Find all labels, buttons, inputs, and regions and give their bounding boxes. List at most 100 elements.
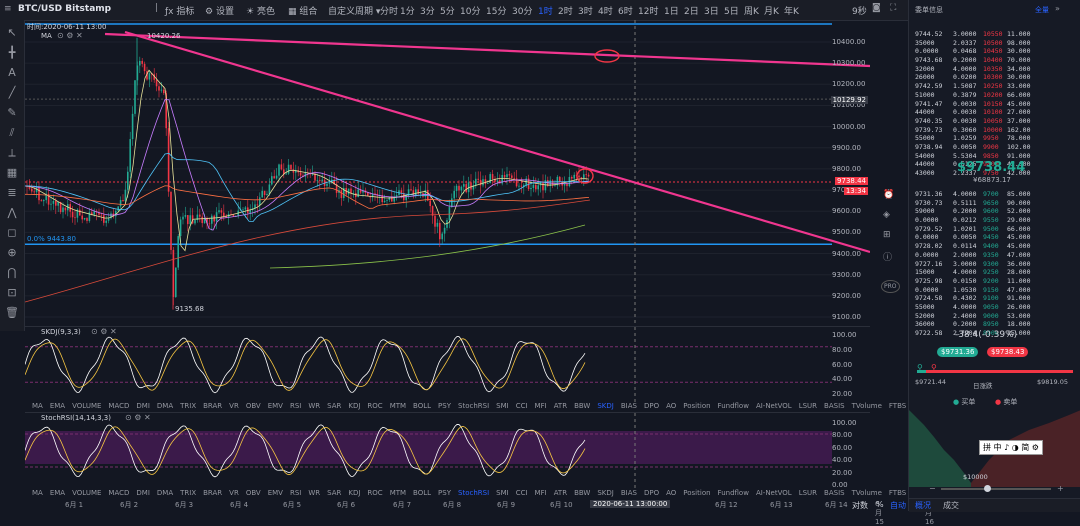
orderbook-row[interactable]: 0.0000 0.0050 9450 45.000: [915, 233, 1037, 242]
indicator-tab[interactable]: BIAS: [620, 402, 637, 410]
indicator-tab[interactable]: DPO: [643, 402, 660, 410]
indicator-tab[interactable]: FTBS: [888, 402, 907, 410]
orderbook-row[interactable]: 9729.52 1.0201 9500 66.000: [915, 225, 1037, 234]
indicator-tab[interactable]: LSUR: [798, 402, 818, 410]
indicator-tab[interactable]: Position: [683, 402, 711, 410]
orderbook-row[interactable]: 9744.52 3.0000 10550 11.000: [915, 30, 1037, 39]
orderbook-row[interactable]: 59000 0.2000 9600 52.000: [915, 207, 1037, 216]
orderbook-row[interactable]: 55000 4.0000 9050 26.000: [915, 303, 1037, 312]
indicator-tab[interactable]: EMV: [267, 489, 283, 497]
time-axis[interactable]: 6月 1 6月 2 6月 3 6月 4 6月 5 6月 6 6月 7 6月 8 6月 9 6月 1…: [25, 499, 934, 526]
trash-icon[interactable]: 🗑: [5, 306, 19, 319]
indicator-tab[interactable]: DMA: [156, 489, 174, 497]
orderbook-row[interactable]: 9722.58 2.7204 8900 25.000: [915, 329, 1037, 338]
ask-badge[interactable]: $9738.43: [987, 347, 1029, 357]
indicator-tab[interactable]: SKDJ: [597, 402, 614, 410]
indicator-tab[interactable]: KDJ: [348, 402, 361, 410]
period-tab[interactable]: 3分: [420, 7, 435, 17]
indicator-tab[interactable]: Fundflow: [717, 489, 749, 497]
orderbook-row[interactable]: 0.0000 0.0212 9550 29.000: [915, 216, 1037, 225]
full-depth-button[interactable]: 全量: [1035, 6, 1049, 14]
indicator-tab[interactable]: VR: [229, 489, 239, 497]
orderbook-row[interactable]: 32000 4.0000 10350 34.000: [915, 65, 1037, 74]
menu-icon[interactable]: ≡: [4, 4, 12, 14]
indicator-tab[interactable]: CCI: [515, 489, 528, 497]
indicator-tab[interactable]: BBW: [574, 402, 591, 410]
zoom-icon[interactable]: ⊕: [7, 246, 17, 259]
indicator-tab[interactable]: TRIX: [180, 402, 197, 410]
orderbook-row[interactable]: 35000 2.0337 10500 98.000: [915, 39, 1037, 48]
period-tab[interactable]: 12时: [638, 7, 659, 17]
orderbook-row[interactable]: 9727.16 3.0000 9300 36.000: [915, 260, 1037, 269]
orderbook-row[interactable]: 52000 2.4000 9000 53.000: [915, 312, 1037, 321]
orderbook-row[interactable]: 26000 0.0200 10300 30.000: [915, 73, 1037, 82]
period-tab[interactable]: 3时: [578, 7, 593, 17]
indicator-tab[interactable]: OBV: [245, 489, 261, 497]
indicator-tab[interactable]: TVolume: [851, 489, 882, 497]
orderbook-row[interactable]: 9725.98 0.0150 9200 11.000: [915, 277, 1037, 286]
compare-icon[interactable]: ⊞: [883, 230, 891, 240]
period-tab[interactable]: 周K: [744, 7, 759, 17]
stochrsi-controls[interactable]: ⊙ ⚙ ✕: [125, 413, 151, 422]
alert-icon[interactable]: ⏰: [883, 190, 895, 200]
orderbook-row[interactable]: 9741.47 0.0030 10150 45.000: [915, 100, 1037, 109]
bid-badge[interactable]: $9731.36: [937, 347, 979, 357]
period-tab[interactable]: 15分: [486, 7, 507, 17]
orderbook-row[interactable]: 0.0000 1.0530 9150 47.000: [915, 286, 1037, 295]
indicator-tab[interactable]: AI-NetVOL: [755, 489, 792, 497]
period-tab[interactable]: 1分: [400, 7, 415, 17]
indicator-tab[interactable]: EMV: [267, 402, 283, 410]
orderbook-row[interactable]: 9740.35 0.0030 10050 37.000: [915, 117, 1037, 126]
fib-icon[interactable]: ≣: [7, 186, 17, 199]
indicator-tab[interactable]: MFI: [534, 402, 547, 410]
indicator-tab[interactable]: CCI: [515, 402, 528, 410]
indicator-tab[interactable]: FTBS: [888, 489, 907, 497]
candlestick-chart[interactable]: [25, 20, 870, 325]
period-tab[interactable]: 10分: [460, 7, 481, 17]
measure-icon[interactable]: ⟂: [8, 146, 16, 159]
pro-icon[interactable]: PRO: [881, 280, 900, 293]
orderbook-row[interactable]: 55000 1.0259 9950 78.000: [915, 134, 1037, 143]
period-tab[interactable]: 1日: [664, 7, 679, 17]
orderbook-row[interactable]: 9738.94 0.0050 9900 102.00: [915, 143, 1037, 152]
grid-icon[interactable]: ▦: [6, 166, 18, 179]
layers-icon[interactable]: ◈: [883, 210, 890, 220]
orderbook-row[interactable]: 9743.68 0.2000 10400 70.000: [915, 56, 1037, 65]
zoom-out-icon[interactable]: −: [929, 484, 936, 493]
orderbook-row[interactable]: 44000 0.5125 9800 42.000: [915, 160, 1037, 169]
price-axis[interactable]: 10400.00 10300.00 10200.00 10100.00 10000.00…: [832, 20, 870, 325]
orderbook-row[interactable]: 51000 0.3879 10200 66.000: [915, 91, 1037, 100]
indicator-tab[interactable]: EMA: [49, 489, 66, 497]
shape-icon[interactable]: ◻: [7, 226, 17, 239]
skdj-pane[interactable]: SKDJ(9,3,3) ⊙ ⚙ ✕ 100.00 80.00 60.00 40.00 2…: [25, 326, 870, 402]
period-tab[interactable]: 4时: [598, 7, 613, 17]
orderbook-row[interactable]: 15000 4.0000 9250 28.000: [915, 268, 1037, 277]
cursor-icon[interactable]: ↖: [7, 26, 17, 39]
magnet-icon[interactable]: ⋂: [7, 266, 17, 279]
period-tab[interactable]: 5日: [724, 7, 739, 17]
pattern-icon[interactable]: ⋀: [7, 206, 17, 219]
period-tab[interactable]: 2日: [684, 7, 699, 17]
period-tab[interactable]: 月K: [764, 7, 779, 17]
indicator-tab[interactable]: MTM: [389, 402, 407, 410]
orderbook-row[interactable]: 0.0000 0.0468 10450 30.000: [915, 47, 1037, 56]
indicator-tab[interactable]: MACD: [108, 402, 130, 410]
indicator-tab[interactable]: DMI: [136, 402, 150, 410]
indicator-tab[interactable]: Fundflow: [717, 402, 749, 410]
orderbook-row[interactable]: 44000 0.0030 10100 27.000: [915, 108, 1037, 117]
period-tab[interactable]: 6时: [618, 7, 633, 17]
combo-button[interactable]: ▦ 组合: [288, 7, 318, 17]
indicator-tab[interactable]: StochRSI: [458, 402, 490, 410]
indicator-tab[interactable]: StochRSI: [458, 489, 490, 497]
orderbook-row[interactable]: 54000 5.5304 9850 91.000: [915, 152, 1037, 161]
log-scale-button[interactable]: 对数: [852, 501, 868, 510]
indicator-tab[interactable]: VOLUME: [72, 489, 102, 497]
orderbook-row[interactable]: 36000 0.2000 8950 18.000: [915, 320, 1037, 329]
indicator-tab[interactable]: SMI: [496, 489, 509, 497]
indicator-tab[interactable]: SAR: [327, 402, 342, 410]
orderbook-row[interactable]: 9739.73 0.3060 10000 162.00: [915, 126, 1037, 135]
lock-icon[interactable]: ⊡: [7, 286, 17, 299]
symbol-name[interactable]: BTC/USD Bitstamp: [18, 4, 112, 14]
indicator-tab[interactable]: MA: [32, 489, 43, 497]
indicator-tab[interactable]: MA: [32, 402, 43, 410]
